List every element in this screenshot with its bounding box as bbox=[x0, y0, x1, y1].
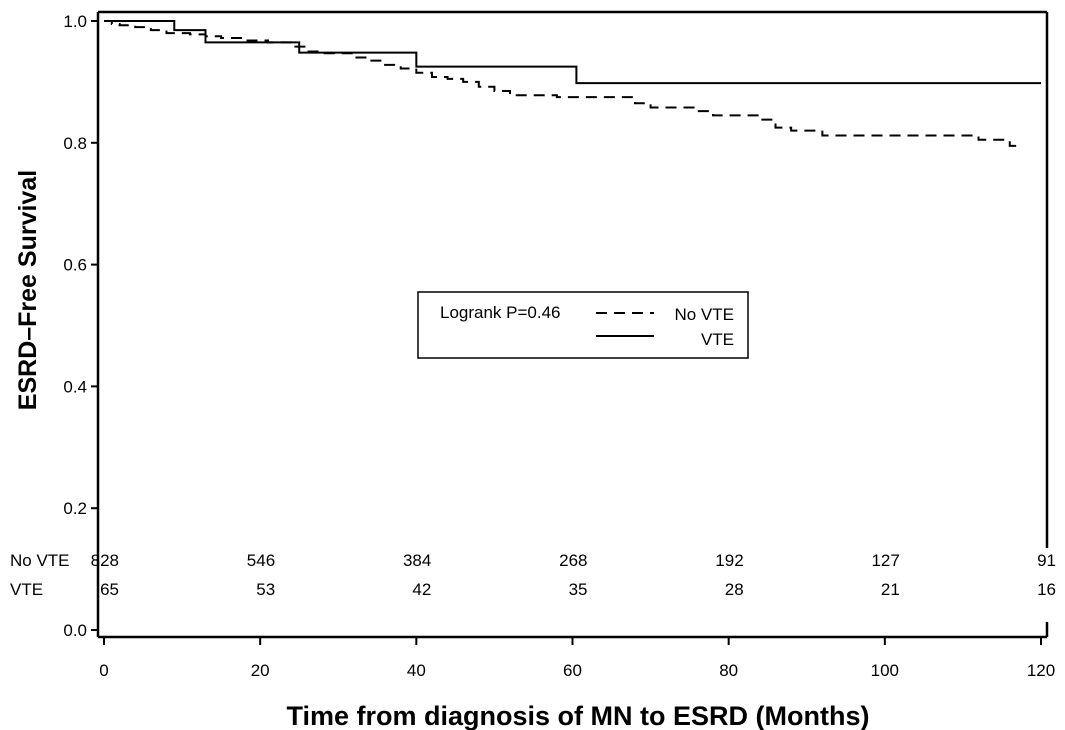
x-axis-ticks: 0 20 40 60 80 100 120 bbox=[99, 637, 1055, 680]
survival-curves bbox=[104, 20, 1041, 147]
legend-box bbox=[417, 291, 749, 359]
risk-count: 384 bbox=[403, 551, 431, 570]
risk-count: 53 bbox=[256, 580, 275, 599]
legend-label-vte: VTE bbox=[701, 330, 734, 349]
y-tick-label: 1.0 bbox=[63, 12, 87, 31]
logrank-annotation: Logrank P=0.46 bbox=[440, 303, 561, 322]
risk-count: 65 bbox=[100, 580, 119, 599]
legend-label-no-vte: No VTE bbox=[674, 305, 734, 324]
risk-count: 28 bbox=[725, 580, 744, 599]
risk-table: No VTE 828 546 384 268 192 127 91 VTE 65 53 42 35 28 2… bbox=[10, 551, 1056, 599]
risk-count: 828 bbox=[91, 551, 119, 570]
risk-count: 16 bbox=[1037, 580, 1056, 599]
y-tick-label: 0.8 bbox=[63, 134, 87, 153]
y-axis-title: ESRD–Free Survival bbox=[14, 170, 42, 410]
x-tick-label: 0 bbox=[99, 661, 108, 680]
risk-count: 127 bbox=[871, 551, 899, 570]
y-tick-label: 0.0 bbox=[63, 621, 87, 640]
x-tick-label: 80 bbox=[719, 661, 738, 680]
risk-row-label: No VTE bbox=[10, 551, 70, 570]
y-tick-label: 0.4 bbox=[63, 377, 87, 396]
x-tick-label: 100 bbox=[871, 661, 899, 680]
series-line-vte bbox=[104, 20, 1041, 85]
risk-count: 35 bbox=[569, 580, 588, 599]
x-tick-label: 40 bbox=[407, 661, 426, 680]
x-tick-label: 120 bbox=[1027, 661, 1055, 680]
risk-count: 192 bbox=[715, 551, 743, 570]
risk-count: 21 bbox=[881, 580, 900, 599]
x-tick-label: 20 bbox=[251, 661, 270, 680]
risk-row-label: VTE bbox=[10, 580, 43, 599]
x-tick-label: 60 bbox=[563, 661, 582, 680]
risk-count: 42 bbox=[412, 580, 431, 599]
risk-count: 268 bbox=[559, 551, 587, 570]
y-tick-label: 0.6 bbox=[63, 256, 87, 275]
x-axis-title: Time from diagnosis of MN to ESRD (Month… bbox=[287, 701, 870, 730]
legend: Logrank P=0.46 No VTE VTE bbox=[417, 291, 749, 359]
risk-count: 91 bbox=[1037, 551, 1056, 570]
risk-count: 546 bbox=[247, 551, 275, 570]
y-axis-ticks: 0.0 0.2 0.4 0.6 0.8 1.0 bbox=[63, 12, 98, 640]
y-tick-label: 0.2 bbox=[63, 499, 87, 518]
series-line-no-vte bbox=[104, 20, 1018, 147]
